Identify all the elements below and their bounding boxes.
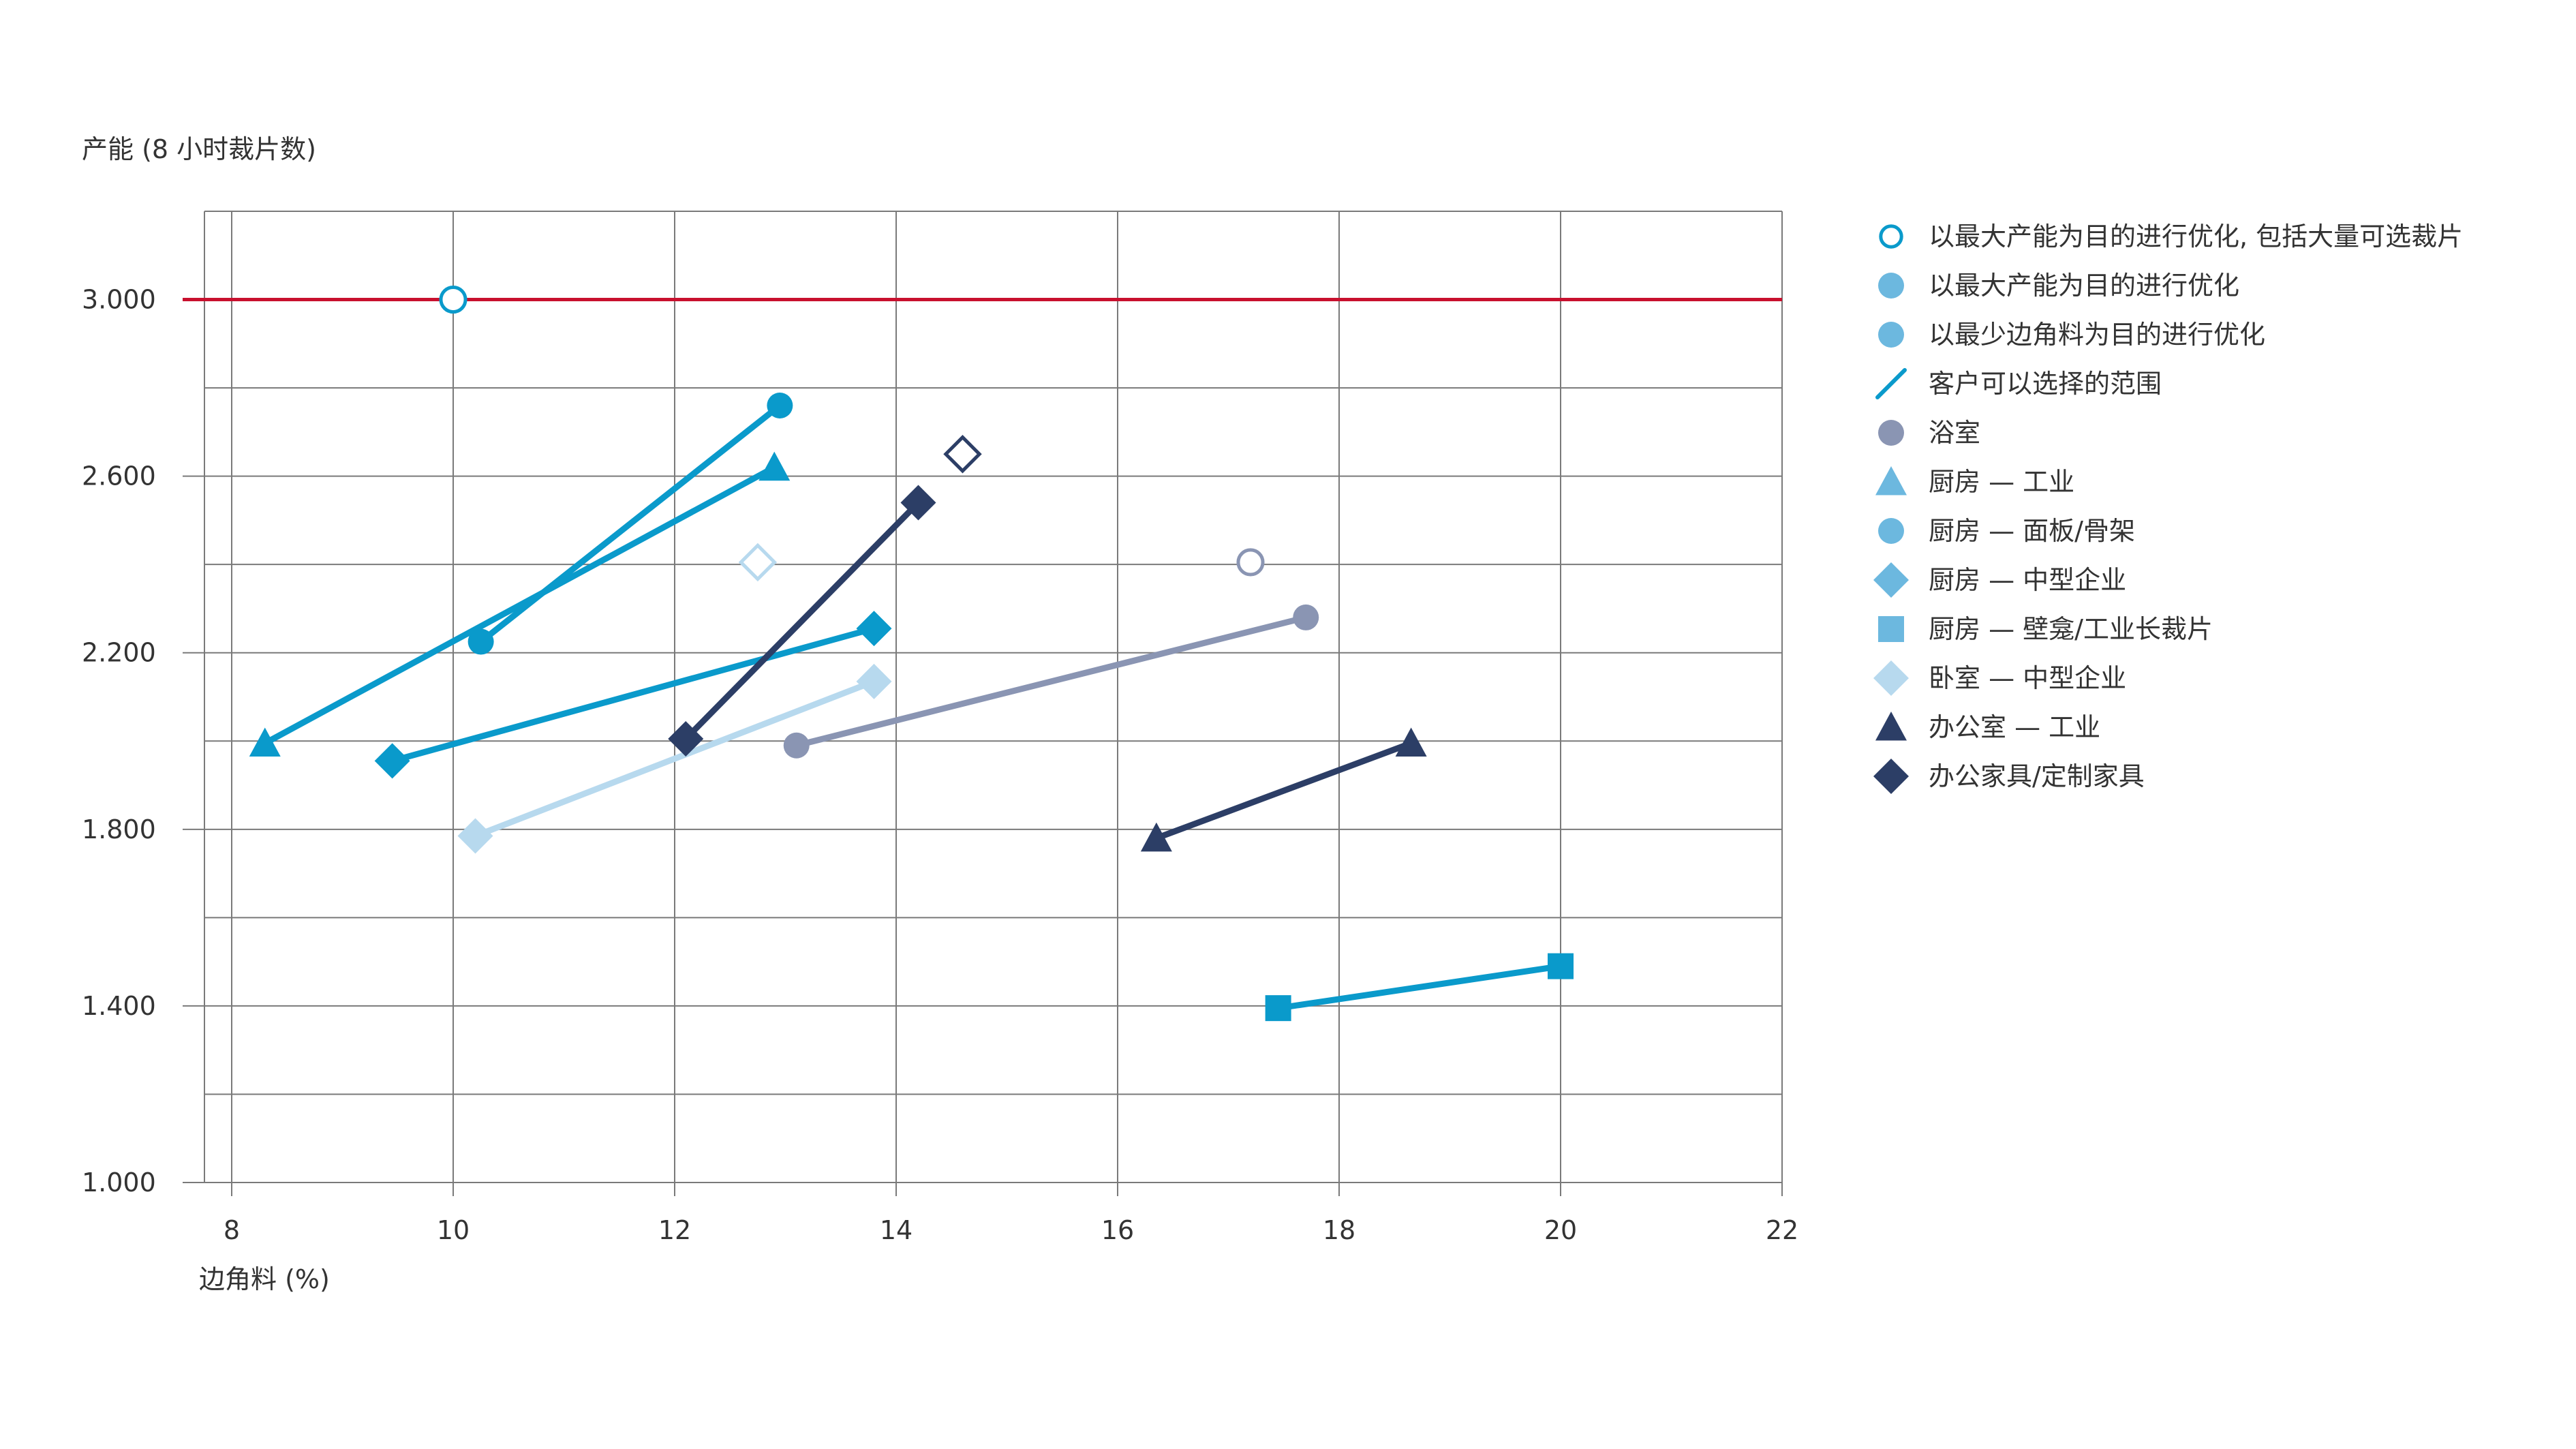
axis-labels: 产能 (8 小时裁片数) 边角料 (%) — [82, 134, 330, 1294]
data-point-circle — [783, 732, 810, 759]
series-group — [668, 485, 936, 757]
legend-label: 浴室 — [1929, 418, 1980, 448]
legend-swatch-triangle — [1875, 466, 1907, 495]
data-point-triangle — [1140, 822, 1172, 852]
legend-item: 厨房 — 中型企业 — [1873, 562, 2126, 598]
x-axis-label: 边角料 (%) — [199, 1264, 330, 1294]
legend-label: 卧室 — 中型企业 — [1929, 663, 2126, 693]
legend-item: 厨房 — 壁龛/工业长裁片 — [1878, 614, 2213, 644]
y-tick-label: 2.200 — [82, 638, 156, 668]
y-tick-label: 3.000 — [82, 285, 156, 315]
data-point-diamond — [668, 721, 704, 757]
legend-label: 以最大产能为目的进行优化 — [1929, 271, 2239, 301]
legend-item: 办公家具/定制家具 — [1873, 759, 2145, 794]
data-point-diamond — [374, 743, 410, 779]
x-tick-label: 10 — [437, 1215, 470, 1245]
legend-item: 以最大产能为目的进行优化, 包括大量可选裁片 — [1879, 222, 2463, 251]
data-point-circle — [767, 393, 793, 418]
legend-swatch-triangle — [1875, 712, 1907, 741]
grid — [183, 211, 1783, 1196]
legend-label: 以最大产能为目的进行优化, 包括大量可选裁片 — [1929, 222, 2463, 251]
open-marker-circle — [1236, 548, 1265, 577]
legend-swatch-circle — [1878, 420, 1904, 446]
series-line — [1275, 963, 1564, 1011]
legend-label: 以最少边角料为目的进行优化 — [1929, 320, 2265, 350]
open-marker-diamond — [943, 435, 982, 474]
legend-label: 厨房 — 壁龛/工业长裁片 — [1929, 614, 2213, 644]
legend-swatch-diamond — [1873, 660, 1909, 696]
series-group — [1265, 953, 1574, 1022]
x-tick-label: 8 — [224, 1215, 240, 1245]
legend-item: 以最少边角料为目的进行优化 — [1878, 320, 2265, 350]
legend-label: 厨房 — 面板/骨架 — [1929, 516, 2135, 546]
legend-item: 客户可以选择的范围 — [1875, 368, 2162, 399]
legend-item: 厨房 — 工业 — [1875, 466, 2074, 497]
legend-item: 办公室 — 工业 — [1875, 712, 2100, 742]
series-group — [783, 604, 1319, 759]
series-group — [457, 663, 892, 854]
legend-item: 卧室 — 中型企业 — [1873, 660, 2126, 696]
data-point-diamond — [457, 818, 493, 854]
x-tick-label: 16 — [1101, 1215, 1134, 1245]
open-marker-diamond — [738, 543, 778, 582]
y-axis-label: 产能 (8 小时裁片数) — [82, 134, 316, 164]
y-tick-label: 1.000 — [82, 1168, 156, 1198]
series-line — [389, 625, 877, 764]
open-markers-layer — [439, 285, 1265, 582]
series-line — [682, 500, 921, 742]
legend-label: 办公室 — 工业 — [1929, 712, 2100, 742]
legend-swatch-circle — [1878, 273, 1904, 299]
y-tick-label: 2.600 — [82, 461, 156, 491]
legend-label: 客户可以选择的范围 — [1929, 369, 2162, 399]
data-point-triangle — [758, 451, 791, 481]
data-point-diamond — [856, 611, 892, 647]
legend-label: 厨房 — 中型企业 — [1929, 565, 2126, 595]
data-point-square — [1548, 953, 1574, 979]
open-marker-circle — [439, 285, 467, 314]
legend-swatch-slash — [1875, 368, 1907, 399]
legend-item: 厨房 — 面板/骨架 — [1878, 516, 2135, 546]
series-group — [374, 611, 892, 779]
legend-swatch-open-circle — [1879, 224, 1903, 249]
x-tick-label: 22 — [1766, 1215, 1798, 1245]
legend-label: 办公家具/定制家具 — [1929, 761, 2145, 791]
y-tick-label: 1.800 — [82, 814, 156, 844]
x-tick-label: 20 — [1544, 1215, 1577, 1245]
legend-swatch-square — [1878, 616, 1904, 642]
data-point-circle — [1293, 604, 1319, 630]
legend-label: 厨房 — 工业 — [1929, 467, 2074, 497]
data-point-triangle — [249, 727, 281, 757]
data-point-circle — [467, 628, 494, 655]
legend-swatch-diamond — [1873, 562, 1909, 598]
y-tick-label: 1.400 — [82, 991, 156, 1021]
tick-labels: 1.000 1.400 1.800 2.200 2.600 3.000 8 10 12 14 16 1… — [82, 285, 1798, 1245]
x-tick-label: 14 — [880, 1215, 913, 1245]
series-line — [478, 402, 783, 645]
series-group — [467, 393, 793, 655]
series-line — [1153, 740, 1415, 842]
series-line — [262, 464, 778, 747]
x-tick-label: 18 — [1323, 1215, 1355, 1245]
legend-swatch-diamond — [1873, 759, 1909, 794]
legend-swatch-circle — [1878, 518, 1904, 544]
series-line — [793, 614, 1309, 749]
legend-item: 以最大产能为目的进行优化 — [1878, 271, 2239, 301]
series-group — [249, 451, 791, 757]
series-layer — [249, 393, 1574, 1022]
legend-item: 浴室 — [1878, 418, 1980, 448]
series-line — [472, 678, 877, 840]
series-group — [1140, 727, 1427, 852]
data-point-diamond — [900, 485, 936, 521]
legend-swatch-circle — [1878, 322, 1904, 348]
data-point-diamond — [856, 663, 892, 699]
data-point-triangle — [1395, 727, 1427, 757]
legend: 以最大产能为目的进行优化, 包括大量可选裁片以最大产能为目的进行优化以最少边角料… — [1873, 222, 2463, 794]
x-tick-label: 12 — [658, 1215, 691, 1245]
data-point-square — [1265, 995, 1291, 1022]
